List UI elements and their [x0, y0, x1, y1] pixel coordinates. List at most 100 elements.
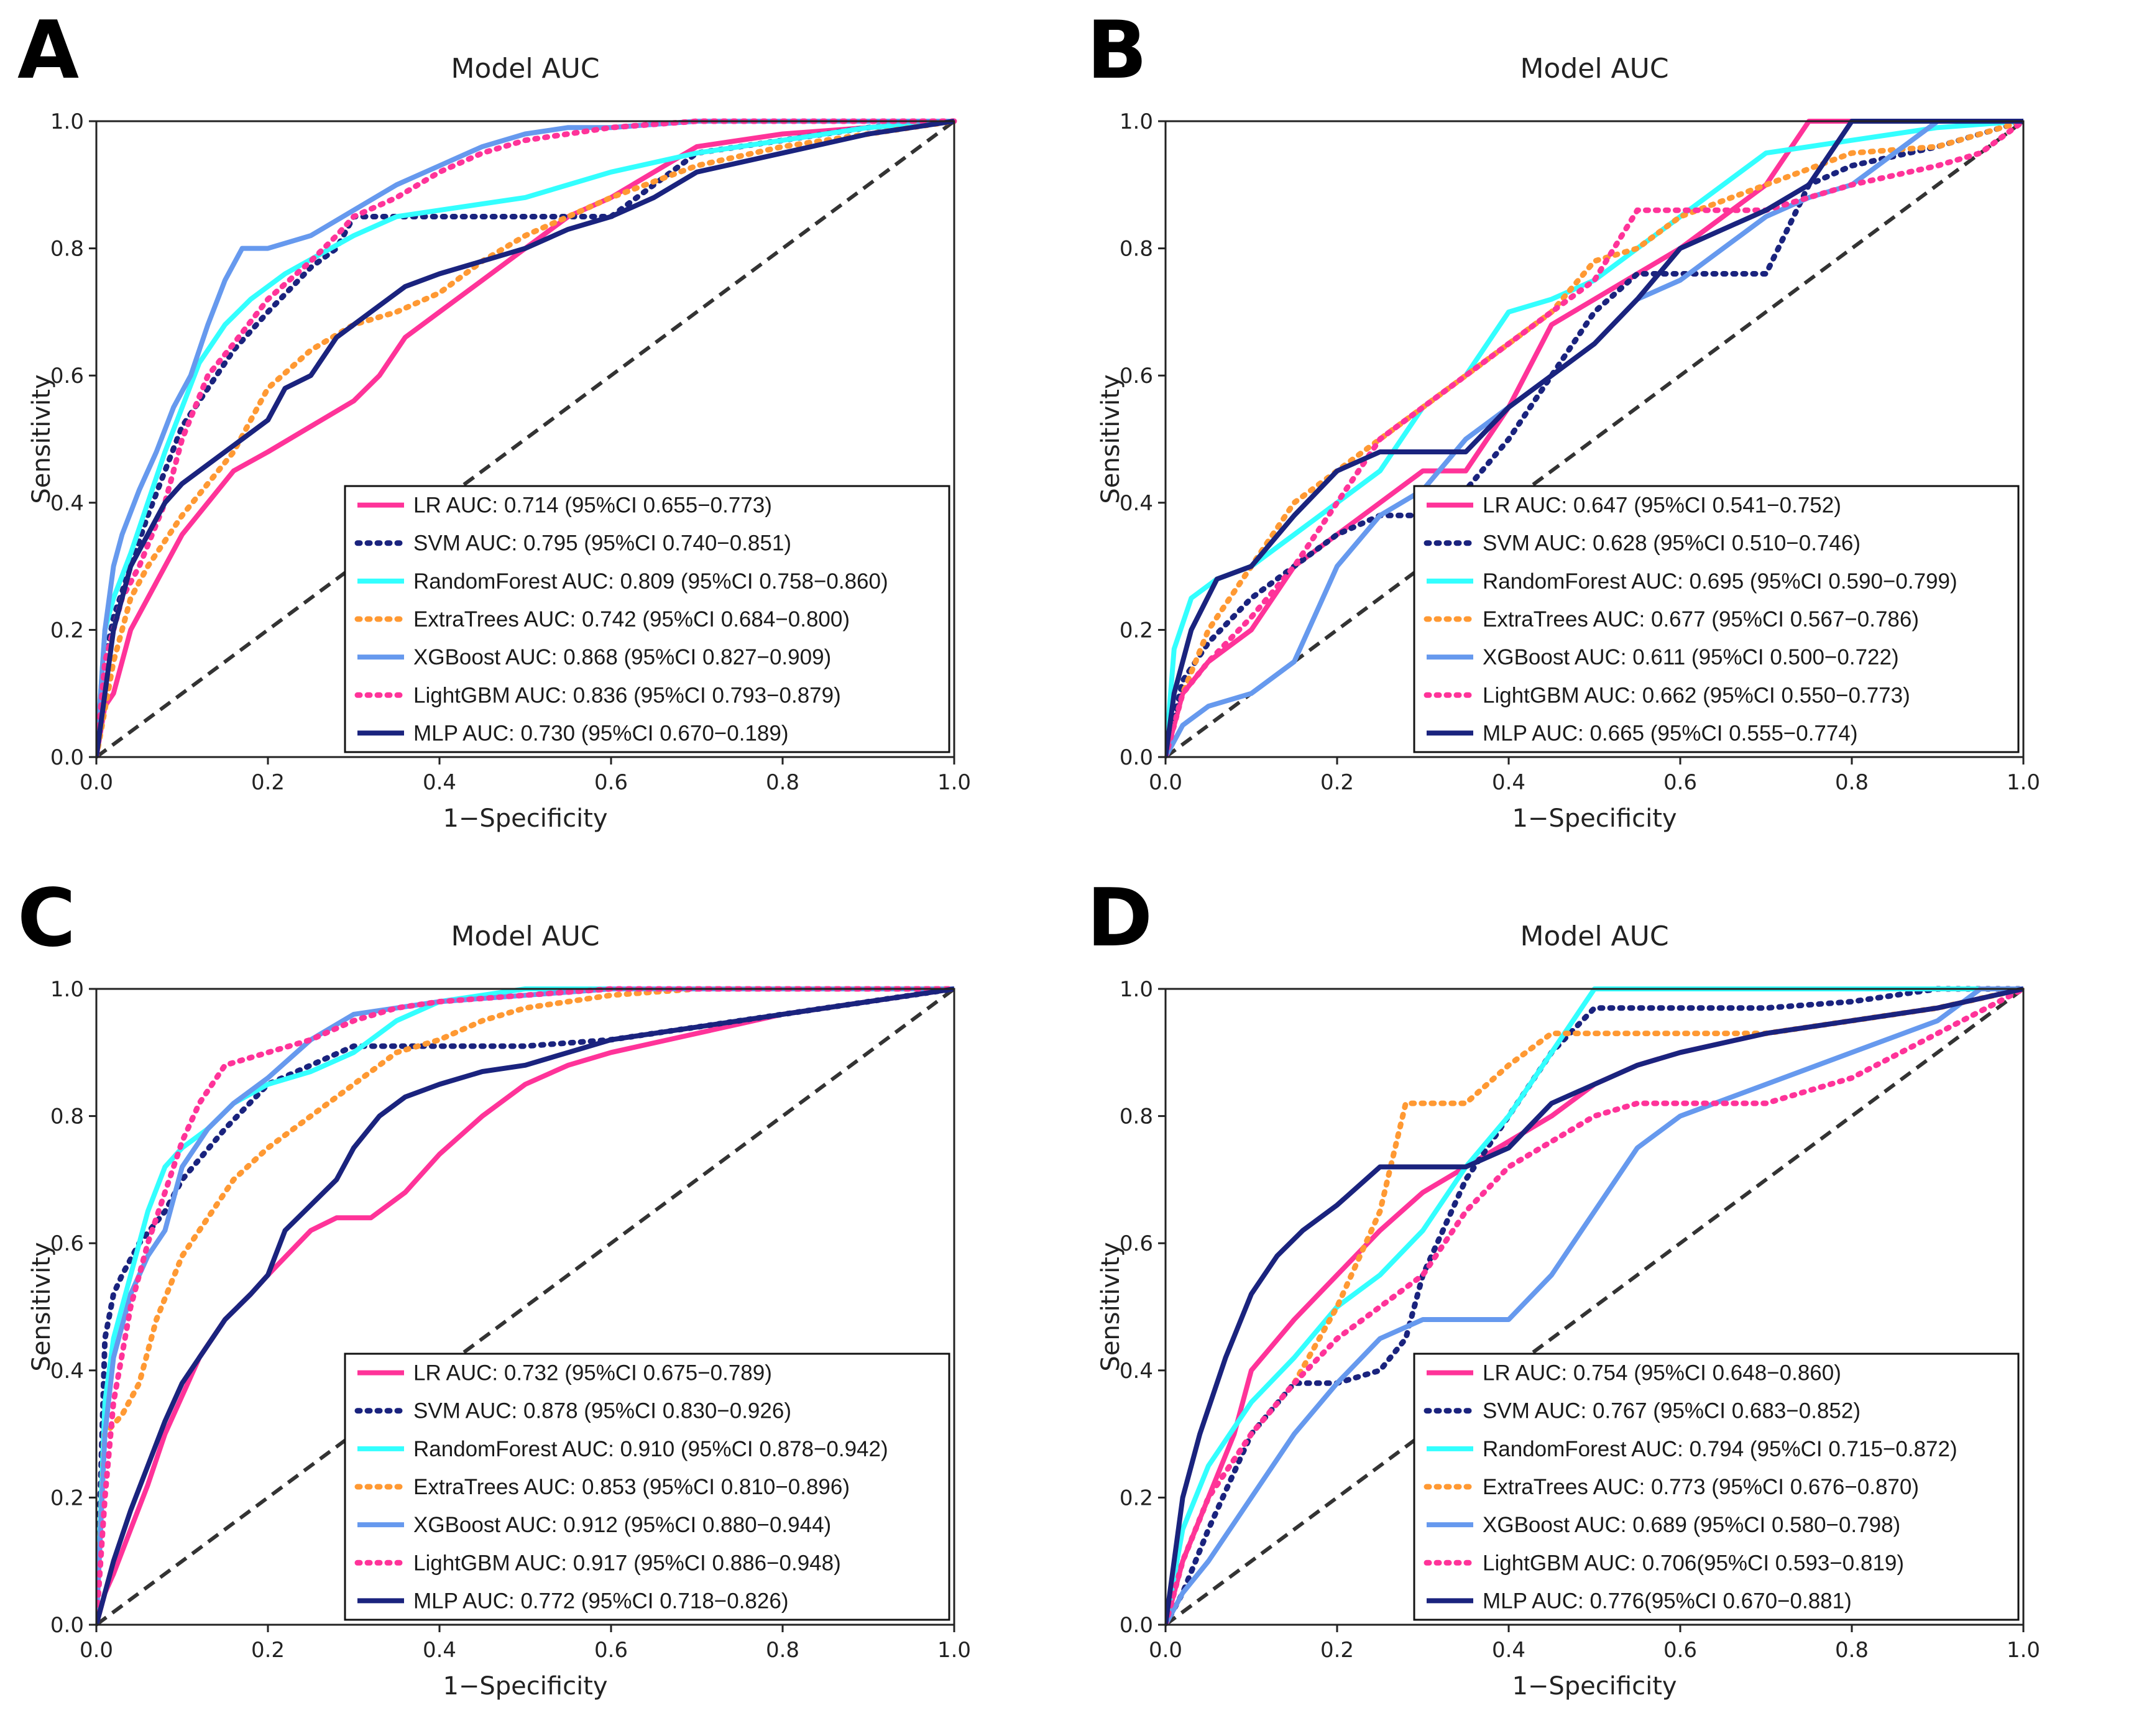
- y-tick-label: 0.6: [1120, 1231, 1153, 1256]
- x-tick-label: 0.8: [766, 770, 799, 795]
- x-tick-label: 0.4: [1492, 1638, 1525, 1663]
- legend-label-randomforest: RandomForest AUC: 0.794 (95%CI 0.715−0.8…: [1483, 1437, 1957, 1461]
- x-tick-label: 0.8: [1835, 1638, 1869, 1663]
- panel-letter: A: [17, 4, 79, 97]
- panel-b: B Model AUC 0.0 0.0 0.2 0.2 0.4 0.4 0.6 0.6 0.8 0.8…: [1069, 0, 2138, 868]
- legend-label-lightgbm: LightGBM AUC: 0.706(95%CI 0.593−0.819): [1483, 1551, 1904, 1575]
- y-tick-label: 0.6: [50, 1231, 84, 1256]
- y-axis-label: Sensitivity: [1097, 374, 1125, 503]
- y-tick-label: 0.6: [1120, 364, 1153, 388]
- legend-label-lr: LR AUC: 0.714 (95%CI 0.655−0.773): [413, 494, 772, 518]
- x-axis-label: 1−Specificity: [443, 804, 607, 833]
- x-tick-label: 1.0: [937, 770, 971, 795]
- y-tick-label: 0.0: [1120, 1613, 1153, 1638]
- chart-title: Model AUC: [1520, 921, 1668, 952]
- x-tick-label: 0.0: [80, 770, 113, 795]
- panel-d: D Model AUC 0.0 0.0 0.2 0.2 0.4 0.4 0.6 0.6 0.8 0.8…: [1069, 868, 2138, 1735]
- y-tick-label: 0.8: [1120, 1105, 1153, 1129]
- legend-label-mlp: MLP AUC: 0.730 (95%CI 0.670−0.189): [413, 721, 788, 745]
- x-tick-label: 0.2: [251, 770, 285, 795]
- roc-chart: D Model AUC 0.00.0 0.2 0.2 0.4 0.4 0.6 0.6 0.8 0.8…: [1087, 872, 2040, 1701]
- legend-label-svm: SVM AUC: 0.878 (95%CI 0.830−0.926): [413, 1399, 791, 1423]
- roc-line-mlp: [96, 119, 955, 757]
- legend-box: [1413, 1353, 2020, 1621]
- x-tick-label: 0.2: [251, 1638, 285, 1663]
- y-tick-label: 0.4: [1120, 491, 1153, 516]
- y-tick-label: 0.0: [50, 745, 84, 770]
- legend-label-mlp: MLP AUC: 0.665 (95%CI 0.555−0.774): [1483, 721, 1857, 745]
- y-tick-label: 0.4: [1120, 1359, 1153, 1384]
- y-tick-label: 0.2: [50, 618, 84, 643]
- y-tick-label: 0.8: [50, 1105, 84, 1129]
- roc-chart: A Model AUC 0.00.0 0.2 0.2 0.4 0.4 0.6 0.6 0.8 0.8…: [17, 4, 971, 833]
- legend-label-lightgbm: LightGBM AUC: 0.917 (95%CI 0.886−0.948): [413, 1551, 841, 1575]
- y-tick-label: 1.0: [1120, 977, 1153, 1002]
- y-tick-label: 1.0: [1120, 109, 1153, 134]
- x-tick-label: 0.6: [1663, 1638, 1697, 1663]
- legend-label-randomforest: RandomForest AUC: 0.910 (95%CI 0.878−0.9…: [413, 1437, 888, 1461]
- legend-label-extratrees: ExtraTrees AUC: 0.773 (95%CI 0.676−0.870…: [1483, 1475, 1919, 1499]
- roc-chart: B Model AUC 0.00.0 0.2 0.2 0.4 0.4 0.6 0.6 0.8 0.8…: [1087, 4, 2040, 833]
- x-tick-label: 1.0: [2007, 1638, 2040, 1663]
- legend-label-xgboost: XGBoost AUC: 0.912 (95%CI 0.880−0.944): [413, 1513, 831, 1537]
- y-tick-label: 0.4: [50, 1359, 84, 1384]
- y-tick-label: 0.0: [1120, 745, 1153, 770]
- y-tick-label: 0.8: [50, 237, 84, 262]
- y-axis-label: Sensitivity: [27, 374, 56, 503]
- x-axis-label: 1−Specificity: [1512, 804, 1677, 833]
- legend-label-lr: LR AUC: 0.754 (95%CI 0.648−0.860): [1483, 1361, 1841, 1385]
- roc-line-randomforest: [96, 119, 955, 757]
- legend-label-xgboost: XGBoost AUC: 0.611 (95%CI 0.500−0.722): [1483, 645, 1899, 669]
- x-tick-label: 1.0: [2007, 770, 2040, 795]
- x-tick-label: 0.0: [1149, 1638, 1182, 1663]
- legend-label-svm: SVM AUC: 0.767 (95%CI 0.683−0.852): [1483, 1399, 1861, 1423]
- roc-line-svm: [96, 118, 957, 757]
- legend-label-xgboost: XGBoost AUC: 0.689 (95%CI 0.580−0.798): [1483, 1513, 1900, 1537]
- plot-frame: [95, 120, 955, 758]
- panel-a: A Model AUC 0.0 0.0 0.2 0.2 0.4 0.4 0.6 0.6 0.8 0.8…: [0, 0, 1069, 868]
- legend-label-svm: SVM AUC: 0.628 (95%CI 0.510−0.746): [1483, 531, 1861, 556]
- roc-line-lr: [96, 986, 955, 1625]
- roc-line-mlp: [1166, 986, 2024, 1625]
- panel-letter: B: [1087, 4, 1148, 97]
- y-tick-label: 0.8: [1120, 237, 1153, 262]
- x-tick-label: 0.0: [1149, 770, 1182, 795]
- plot-frame: [1164, 120, 2025, 758]
- y-tick-label: 0.0: [50, 1613, 84, 1638]
- roc-chart: C Model AUC 0.00.0 0.2 0.2 0.4 0.4 0.6 0.6 0.8 0.8…: [17, 872, 971, 1701]
- panel-c: C Model AUC 0.0 0.0 0.2 0.2 0.4 0.4 0.6 0.6 0.8 0.8…: [0, 868, 1069, 1735]
- x-tick-label: 0.2: [1320, 1638, 1354, 1663]
- legend-label-randomforest: RandomForest AUC: 0.809 (95%CI 0.758−0.8…: [413, 569, 888, 594]
- legend-label-lr: LR AUC: 0.732 (95%CI 0.675−0.789): [413, 1361, 772, 1385]
- roc-line-mlp: [1166, 119, 2023, 757]
- x-tick-label: 0.4: [1492, 770, 1525, 795]
- x-tick-label: 0.8: [766, 1638, 799, 1663]
- x-tick-label: 0.6: [594, 770, 628, 795]
- x-axis-label: 1−Specificity: [1512, 1672, 1677, 1701]
- legend-label-xgboost: XGBoost AUC: 0.868 (95%CI 0.827−0.909): [413, 645, 831, 669]
- plot-frame: [1164, 988, 2025, 1626]
- x-tick-label: 0.0: [80, 1638, 113, 1663]
- x-tick-label: 0.8: [1835, 770, 1869, 795]
- x-tick-label: 0.4: [423, 770, 456, 795]
- legend-label-svm: SVM AUC: 0.795 (95%CI 0.740−0.851): [413, 531, 791, 556]
- x-tick-label: 0.2: [1320, 770, 1354, 795]
- roc-line-lr: [96, 119, 955, 757]
- y-tick-label: 0.4: [50, 491, 84, 516]
- series-group: [1166, 118, 2026, 757]
- x-tick-label: 1.0: [937, 1638, 971, 1663]
- legend-label-mlp: MLP AUC: 0.772 (95%CI 0.718−0.826): [413, 1589, 788, 1613]
- x-tick-label: 0.6: [594, 1638, 628, 1663]
- x-tick-label: 0.4: [423, 1638, 456, 1663]
- x-axis-label: 1−Specificity: [443, 1672, 607, 1701]
- y-axis-label: Sensitivity: [1097, 1242, 1125, 1371]
- roc-line-mlp: [96, 986, 955, 1625]
- roc-line-lr: [1166, 119, 2023, 757]
- legend-label-extratrees: ExtraTrees AUC: 0.853 (95%CI 0.810−0.896…: [413, 1475, 850, 1499]
- panel-letter: C: [17, 872, 76, 965]
- legend-label-lr: LR AUC: 0.647 (95%CI 0.541−0.752): [1483, 494, 1841, 518]
- y-tick-label: 0.2: [1120, 618, 1153, 643]
- roc-line-svm: [1166, 118, 2026, 757]
- legend-box: [1413, 485, 2020, 753]
- legend-label-mlp: MLP AUC: 0.776(95%CI 0.670−0.881): [1483, 1589, 1852, 1613]
